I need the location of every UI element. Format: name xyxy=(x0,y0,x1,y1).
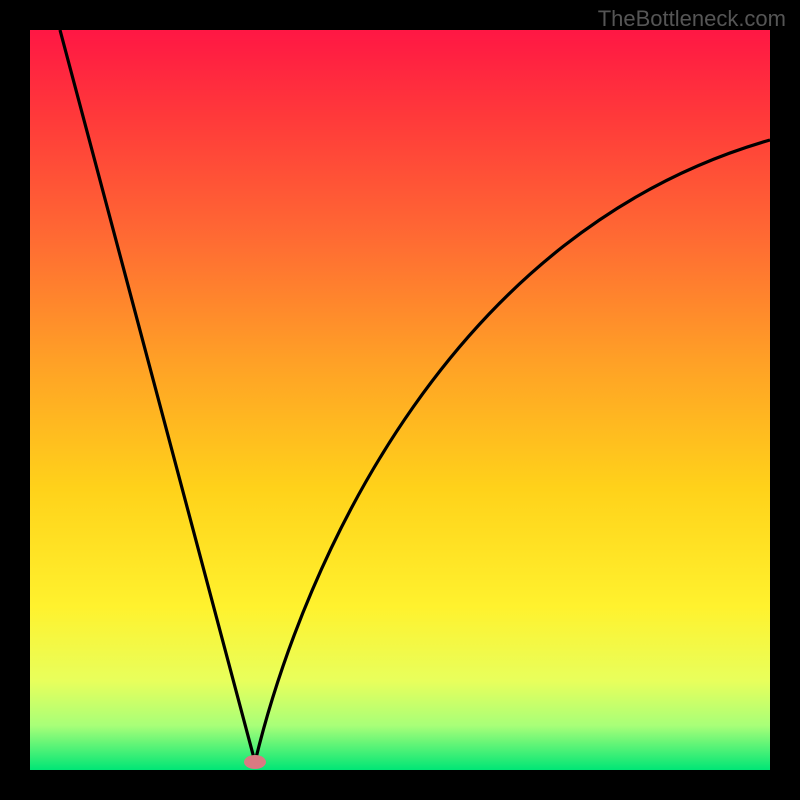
chart-svg xyxy=(0,0,800,800)
plot-background xyxy=(30,30,770,770)
watermark-text: TheBottleneck.com xyxy=(598,6,786,32)
bottleneck-chart: TheBottleneck.com xyxy=(0,0,800,800)
minimum-marker xyxy=(244,755,266,769)
